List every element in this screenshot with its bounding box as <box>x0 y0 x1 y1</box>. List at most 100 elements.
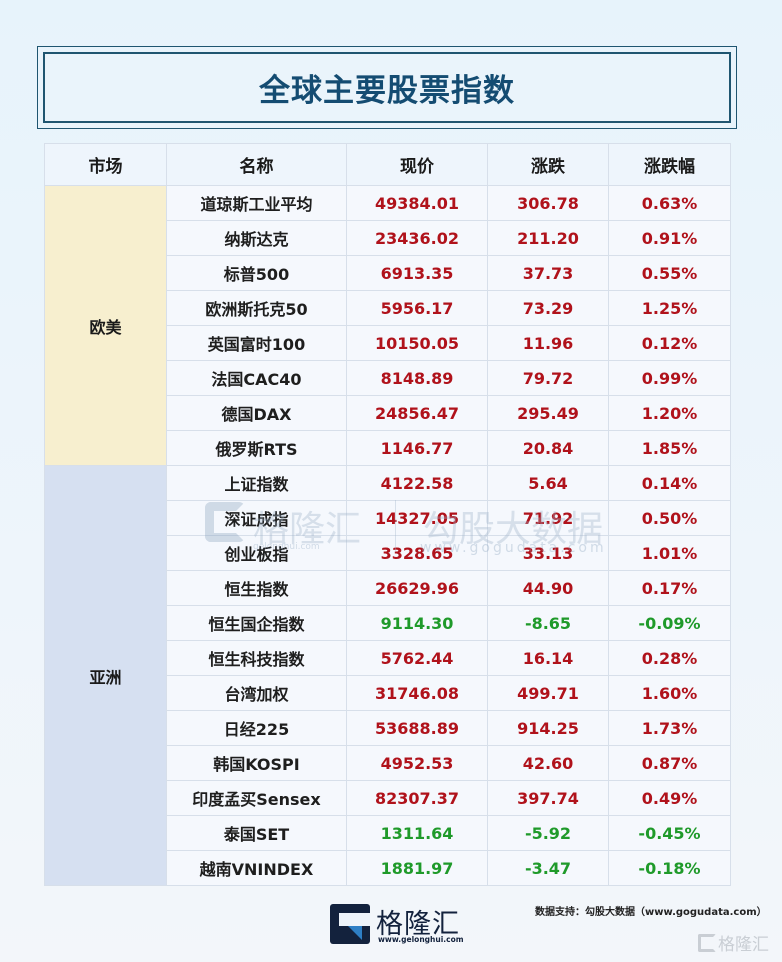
index-name: 道琼斯工业平均 <box>166 185 347 221</box>
index-name: 标普500 <box>166 255 347 291</box>
index-change: 44.90 <box>487 570 609 606</box>
footer-logo-text: 格隆汇 <box>376 909 460 940</box>
table-row: 深证成指 14327.05 71.92 0.50% <box>45 500 731 536</box>
index-change-pct: 1.01% <box>608 535 731 571</box>
table-row: 亚洲 上证指数 4122.58 5.64 0.14% <box>44 465 731 886</box>
gelonghui-logo-icon <box>330 904 370 944</box>
table-header-row: 市场 名称 现价 涨跌 涨跌幅 <box>44 143 731 186</box>
table-row: 俄罗斯RTS 1146.77 20.84 1.85% <box>45 430 731 466</box>
index-name: 法国CAC40 <box>166 360 347 396</box>
index-price: 53688.89 <box>346 710 488 746</box>
table-row: 日经225 53688.89 914.25 1.73% <box>45 710 731 746</box>
index-change: 33.13 <box>487 535 609 571</box>
header-price: 现价 <box>346 143 488 186</box>
index-name: 越南VNINDEX <box>166 850 347 886</box>
index-change-pct: 1.60% <box>608 675 731 711</box>
market-cell-asia: 亚洲 <box>44 465 167 886</box>
page-title: 全球主要股票指数 <box>259 73 515 109</box>
index-change-pct: 0.91% <box>608 220 731 256</box>
index-change-pct: 0.55% <box>608 255 731 291</box>
index-change-pct: 1.85% <box>608 430 731 466</box>
index-price: 49384.01 <box>346 185 488 221</box>
index-change: -8.65 <box>487 605 609 641</box>
index-change: 11.96 <box>487 325 609 361</box>
index-price: 14327.05 <box>346 500 488 536</box>
index-change: 397.74 <box>487 780 609 816</box>
index-change: 16.14 <box>487 640 609 676</box>
index-change: 71.92 <box>487 500 609 536</box>
index-change: 73.29 <box>487 290 609 326</box>
index-price: 1881.97 <box>346 850 488 886</box>
index-change-pct: 1.25% <box>608 290 731 326</box>
index-name: 泰国SET <box>166 815 347 851</box>
index-change: 5.64 <box>487 465 609 501</box>
index-change-pct: 0.50% <box>608 500 731 536</box>
title-box: 全球主要股票指数 <box>43 52 731 123</box>
index-change: 306.78 <box>487 185 609 221</box>
table-row: 台湾加权 31746.08 499.71 1.60% <box>45 675 731 711</box>
index-change-pct: 0.63% <box>608 185 731 221</box>
index-price: 31746.08 <box>346 675 488 711</box>
table-row: 泰国SET 1311.64 -5.92 -0.45% <box>45 815 731 851</box>
table-row: 欧洲斯托克50 5956.17 73.29 1.25% <box>45 290 731 326</box>
index-price: 10150.05 <box>346 325 488 361</box>
table-row: 恒生科技指数 5762.44 16.14 0.28% <box>45 640 731 676</box>
index-change-pct: -0.45% <box>608 815 731 851</box>
index-change: 295.49 <box>487 395 609 431</box>
table-row: 越南VNINDEX 1881.97 -3.47 -0.18% <box>45 850 731 886</box>
index-change: 20.84 <box>487 430 609 466</box>
corner-logo-icon <box>698 933 716 952</box>
index-change-pct: 0.49% <box>608 780 731 816</box>
index-name: 印度孟买Sensex <box>166 780 347 816</box>
index-name: 创业板指 <box>166 535 347 571</box>
index-name: 恒生指数 <box>166 570 347 606</box>
index-change: 37.73 <box>487 255 609 291</box>
header-market: 市场 <box>44 143 167 186</box>
index-change: -5.92 <box>487 815 609 851</box>
index-name: 欧洲斯托克50 <box>166 290 347 326</box>
index-change-pct: 1.73% <box>608 710 731 746</box>
table-row: 韩国KOSPI 4952.53 42.60 0.87% <box>45 745 731 781</box>
index-name: 日经225 <box>166 710 347 746</box>
index-price: 82307.37 <box>346 780 488 816</box>
index-name: 深证成指 <box>166 500 347 536</box>
title-frame: 全球主要股票指数 <box>37 46 737 129</box>
footer-logo-url: www.gelonghui.com <box>378 935 464 944</box>
corner-watermark-text: 格隆汇 <box>718 935 769 955</box>
table-row: 英国富时100 10150.05 11.96 0.12% <box>45 325 731 361</box>
index-price: 23436.02 <box>346 220 488 256</box>
table-row: 创业板指 3328.65 33.13 1.01% <box>45 535 731 571</box>
index-change-pct: -0.09% <box>608 605 731 641</box>
index-table: 市场 名称 现价 涨跌 涨跌幅 欧美 道琼斯工业平均 49384.01 306.78 0… <box>44 143 731 886</box>
index-price: 26629.96 <box>346 570 488 606</box>
table-row: 纳斯达克 23436.02 211.20 0.91% <box>45 220 731 256</box>
index-change-pct: 0.87% <box>608 745 731 781</box>
index-price: 1146.77 <box>346 430 488 466</box>
data-source-note: 数据支持：勾股大数据（www.gogudata.com） <box>535 907 767 918</box>
index-name: 俄罗斯RTS <box>166 430 347 466</box>
index-change: 211.20 <box>487 220 609 256</box>
index-change-pct: 1.20% <box>608 395 731 431</box>
index-price: 9114.30 <box>346 605 488 641</box>
footer-logo: 格隆汇 www.gelonghui.com <box>330 902 464 946</box>
index-change: 499.71 <box>487 675 609 711</box>
index-name: 英国富时100 <box>166 325 347 361</box>
index-change-pct: 0.99% <box>608 360 731 396</box>
table-row: 欧美 道琼斯工业平均 49384.01 306.78 0.63% <box>44 185 731 466</box>
index-change: 42.60 <box>487 745 609 781</box>
table-row: 恒生指数 26629.96 44.90 0.17% <box>45 570 731 606</box>
index-price: 4122.58 <box>346 465 488 501</box>
index-change-pct: -0.18% <box>608 850 731 886</box>
index-price: 3328.65 <box>346 535 488 571</box>
index-name: 韩国KOSPI <box>166 745 347 781</box>
index-change-pct: 0.28% <box>608 640 731 676</box>
index-change-pct: 0.17% <box>608 570 731 606</box>
index-name: 恒生科技指数 <box>166 640 347 676</box>
header-change-pct: 涨跌幅 <box>608 143 731 186</box>
index-change: 79.72 <box>487 360 609 396</box>
header-change: 涨跌 <box>487 143 609 186</box>
index-price: 1311.64 <box>346 815 488 851</box>
table-row: 标普500 6913.35 37.73 0.55% <box>45 255 731 291</box>
table-row: 印度孟买Sensex 82307.37 397.74 0.49% <box>45 780 731 816</box>
index-name: 恒生国企指数 <box>166 605 347 641</box>
